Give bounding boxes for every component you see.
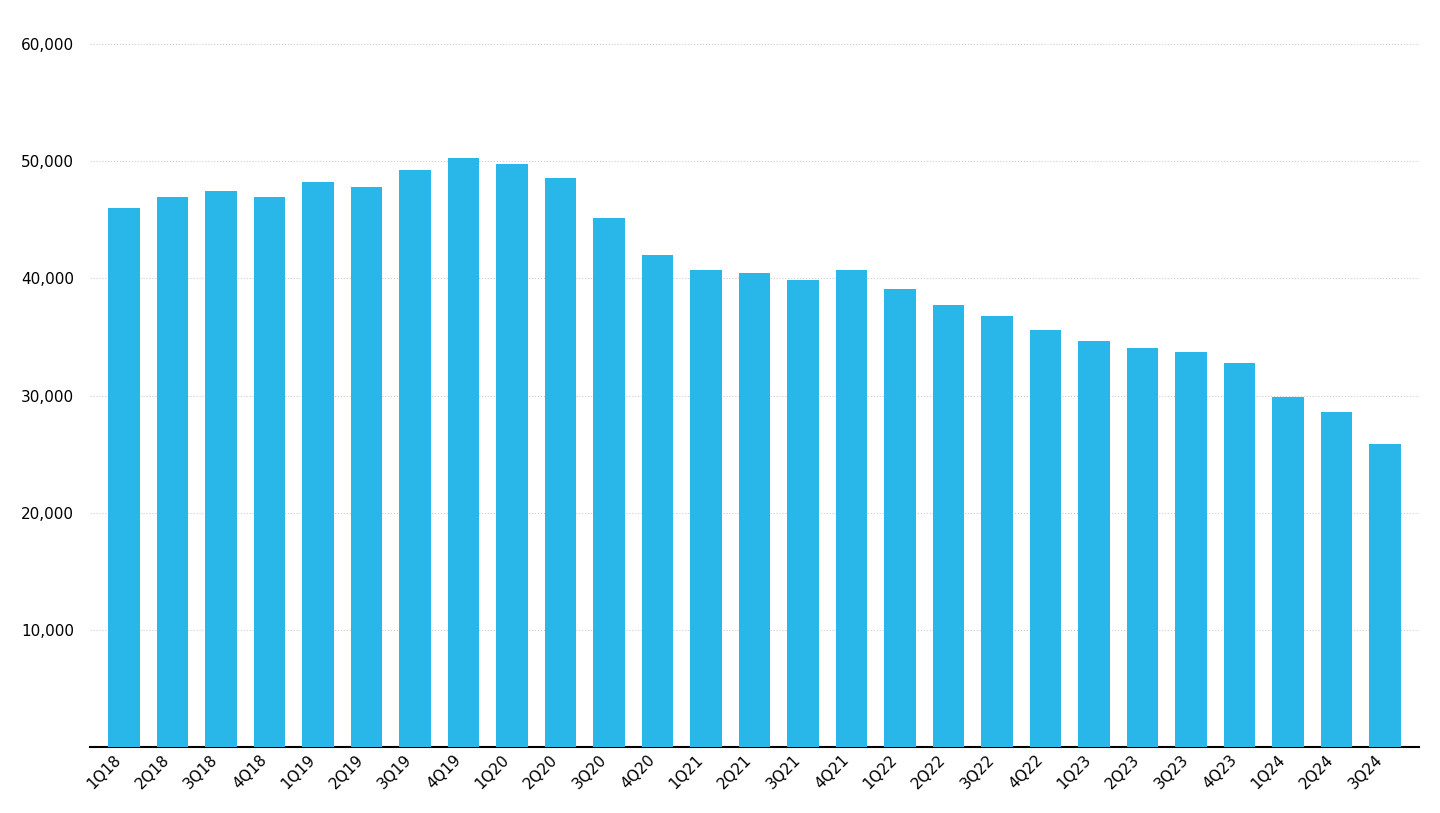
- Bar: [835, 270, 867, 747]
- Bar: [204, 190, 236, 747]
- Bar: [690, 270, 721, 747]
- Bar: [933, 306, 965, 747]
- Bar: [108, 208, 140, 747]
- Bar: [302, 182, 334, 747]
- Bar: [739, 272, 770, 747]
- Bar: [788, 280, 819, 747]
- Bar: [351, 187, 382, 747]
- Bar: [1320, 412, 1352, 747]
- Bar: [1273, 397, 1305, 747]
- Bar: [1369, 444, 1401, 747]
- Bar: [1128, 348, 1158, 747]
- Bar: [1224, 363, 1256, 747]
- Bar: [981, 316, 1012, 747]
- Bar: [448, 158, 480, 747]
- Bar: [884, 289, 916, 747]
- Bar: [593, 218, 625, 747]
- Bar: [497, 163, 527, 747]
- Bar: [253, 197, 285, 747]
- Bar: [1079, 341, 1110, 747]
- Bar: [157, 197, 189, 747]
- Bar: [1175, 352, 1207, 747]
- Bar: [399, 170, 431, 747]
- Bar: [544, 178, 576, 747]
- Bar: [1030, 330, 1061, 747]
- Bar: [642, 255, 674, 747]
